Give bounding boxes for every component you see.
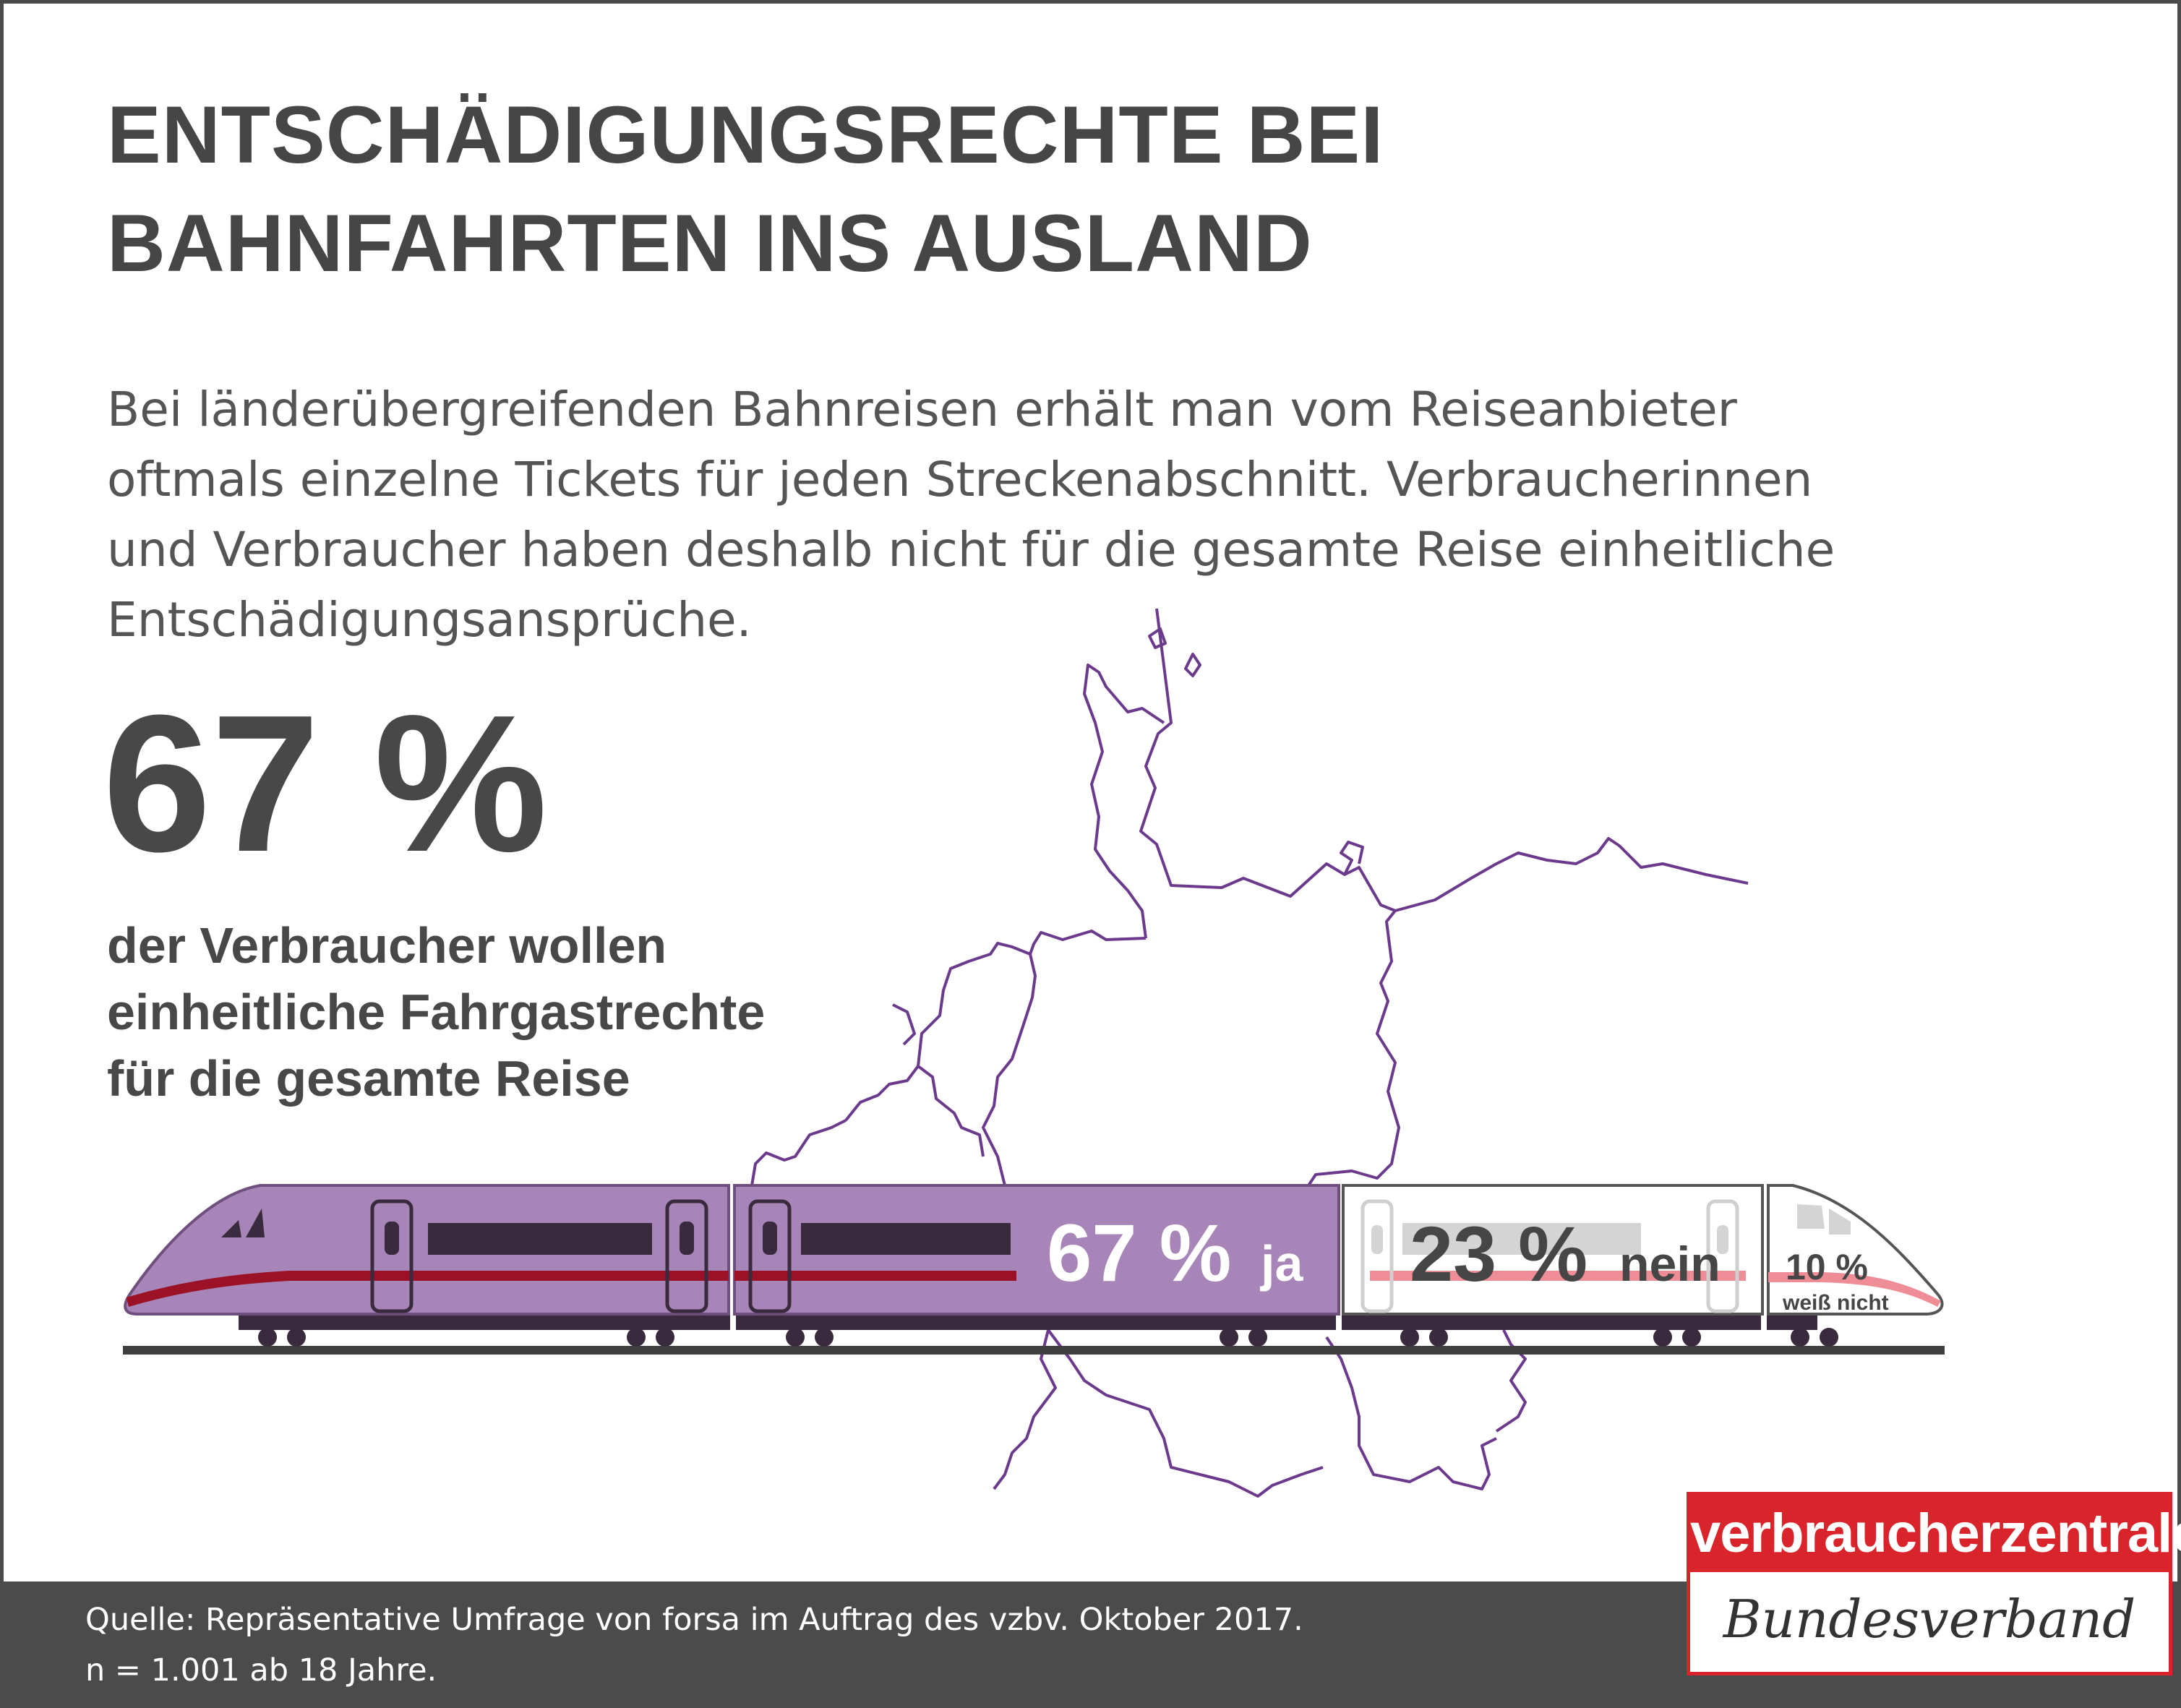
logo-subline: Bundesverband [1723,1589,2136,1649]
highlight-line-3: für die gesamte Reise [107,1050,630,1107]
title-line-2: BAHNFAHRTEN INS AUSLAND [107,198,1313,288]
label-ja-word: ja [1259,1235,1303,1292]
page-title: ENTSCHÄDIGUNGSRECHTE BEI BAHNFAHRTEN INS… [107,81,1553,298]
door-handles [385,1222,1728,1255]
intro-paragraph: Bei länderübergreifenden Bahnreisen erhä… [107,374,2015,655]
intro-line-4: Entschädigungsansprüche. [107,592,752,648]
bar-ja-car2 [733,1184,1340,1316]
highlight-line-1: der Verbraucher wollen [107,917,667,974]
highlight-percentage: 67 % [103,675,548,893]
label-nein-value: 23 % [1410,1210,1587,1297]
train-stripes [127,1271,1941,1307]
highlight-text: der Verbraucher wollen einheitliche Fahr… [107,912,902,1112]
label-weiss-nicht-value: 10 % [1786,1247,1868,1287]
label-weiss-nicht-word: weiß nicht [1782,1291,1889,1315]
source-line-2: n = 1.001 ab 18 Jahre. [85,1652,437,1688]
vzbv-logo: verbraucherzentrale Bundesverband [1687,1492,2181,1675]
train-wheels [258,1328,1838,1347]
rail-track [123,1346,1945,1355]
label-ja-value: 67 % [1047,1208,1231,1298]
train-windows [221,1204,1851,1255]
intro-line-2: oftmals einzelne Tickets für jeden Strec… [107,452,1813,507]
highlight-line-2: einheitliche Fahrgastrechte [107,984,766,1040]
intro-line-1: Bei länderübergreifenden Bahnreisen erhä… [107,382,1737,437]
source-line-1: Quelle: Repräsentative Umfrage von forsa… [85,1602,1303,1638]
train-undercarriage [239,1314,1817,1330]
logo-wordmark: verbraucherzentrale [1690,1495,2181,1572]
intro-line-3: und Verbraucher haben deshalb nicht für … [107,522,1835,578]
germany-map-outline-icon [750,608,1749,1498]
label-nein-word: nein [1619,1237,1721,1292]
bar-ja-nose [124,1184,730,1316]
title-line-1: ENTSCHÄDIGUNGSRECHTE BEI [107,90,1384,180]
train-doors [370,1199,1739,1313]
